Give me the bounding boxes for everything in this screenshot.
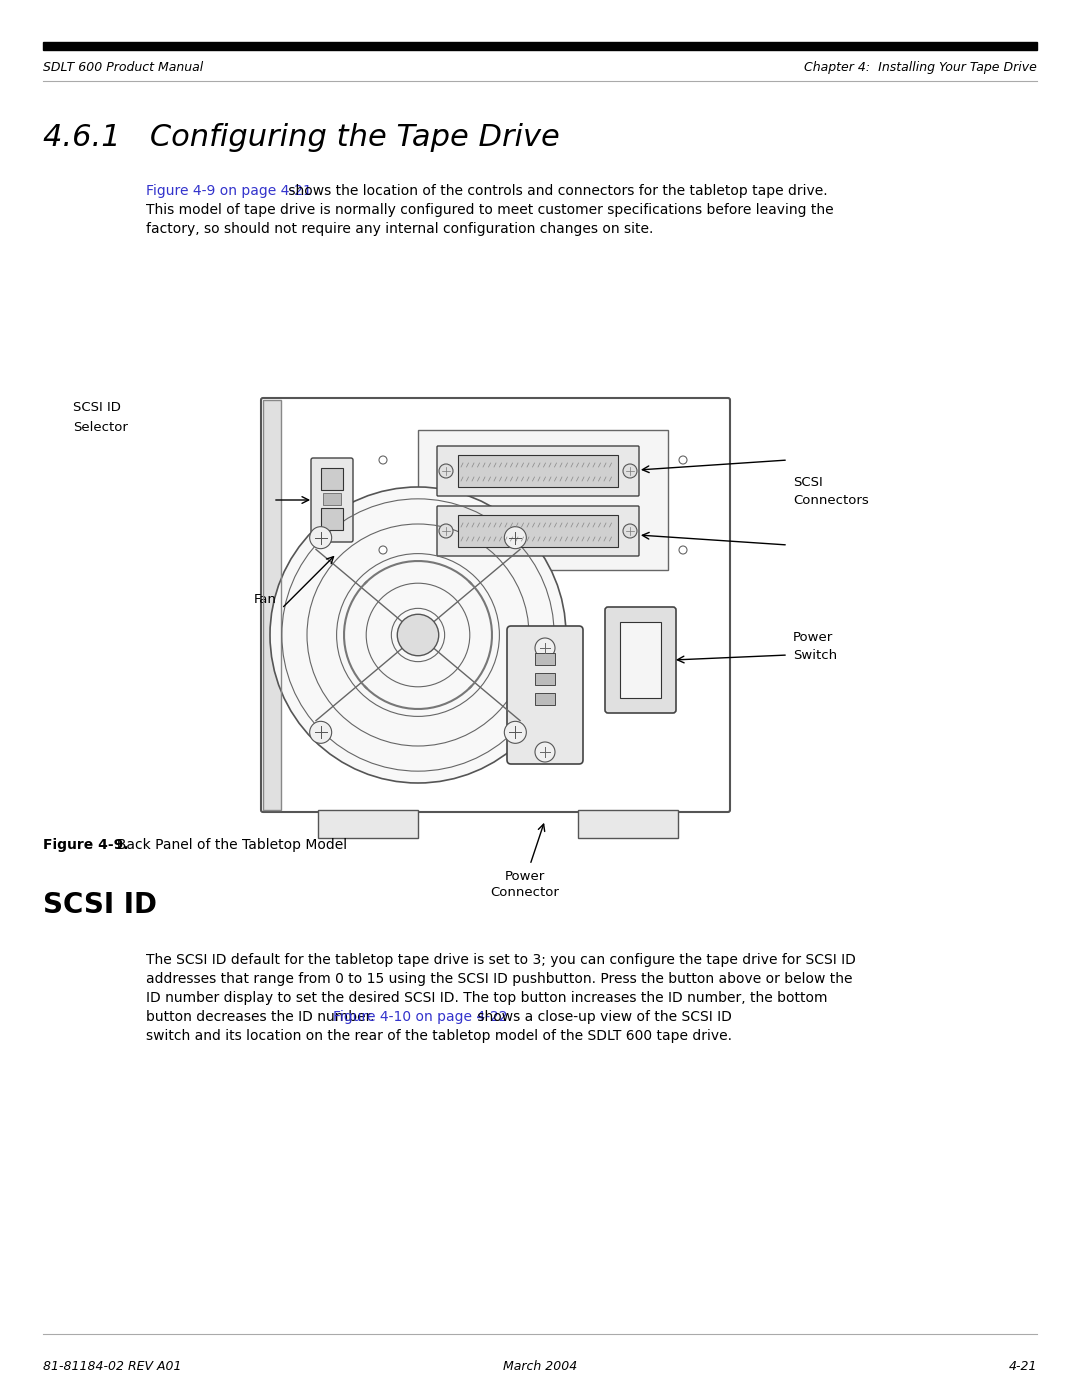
Bar [418,430,669,570]
Circle shape [679,455,687,464]
Text: Fan: Fan [254,592,276,606]
FancyBboxPatch shape [605,608,676,712]
Bar [620,622,661,698]
Text: shows the location of the controls and connectors for the tabletop tape drive.: shows the location of the controls and c… [284,184,827,198]
Circle shape [438,464,453,478]
Circle shape [270,488,566,782]
Bar [458,455,618,488]
Text: 81-81184-02 REV A01: 81-81184-02 REV A01 [43,1359,181,1373]
Bar [318,810,418,838]
Bar [578,810,678,838]
Circle shape [379,455,387,464]
Circle shape [379,546,387,555]
Circle shape [438,524,453,538]
Bar [535,693,555,705]
Text: 4.6.1   Configuring the Tape Drive: 4.6.1 Configuring the Tape Drive [43,123,559,152]
Circle shape [623,524,637,538]
Text: Switch: Switch [793,650,837,662]
Text: Power: Power [504,870,545,883]
Text: Figure 4-9 on page 4-21: Figure 4-9 on page 4-21 [146,184,312,198]
Circle shape [504,527,526,549]
Text: SDLT 600 Product Manual: SDLT 600 Product Manual [43,60,203,74]
Text: SCSI: SCSI [793,475,823,489]
Text: Connectors: Connectors [793,493,868,507]
Circle shape [504,721,526,743]
Text: This model of tape drive is normally configured to meet customer specifications : This model of tape drive is normally con… [146,204,834,218]
Circle shape [310,527,332,549]
Text: 4-21: 4-21 [1009,1359,1037,1373]
Text: SCSI ID: SCSI ID [43,891,158,919]
Bar [323,493,341,504]
Circle shape [679,546,687,555]
Text: Chapter 4:  Installing Your Tape Drive: Chapter 4: Installing Your Tape Drive [804,60,1037,74]
Text: The SCSI ID default for the tabletop tape drive is set to 3; you can configure t: The SCSI ID default for the tabletop tap… [146,953,855,967]
Circle shape [535,638,555,658]
Text: Figure 4-10 on page 4-22: Figure 4-10 on page 4-22 [333,1010,508,1024]
Text: addresses that range from 0 to 15 using the SCSI ID pushbutton. Press the button: addresses that range from 0 to 15 using … [146,972,852,986]
Bar [458,515,618,548]
Text: SCSI ID: SCSI ID [73,401,121,414]
Text: factory, so should not require any internal configuration changes on site.: factory, so should not require any inter… [146,222,653,236]
Text: Figure 4-9.: Figure 4-9. [43,838,129,852]
Bar [43,42,1037,50]
Circle shape [397,615,438,655]
Circle shape [535,742,555,761]
FancyBboxPatch shape [437,506,639,556]
Text: ID number display to set the desired SCSI ID. The top button increases the ID nu: ID number display to set the desired SCS… [146,990,827,1004]
Text: button decreases the ID number.: button decreases the ID number. [146,1010,379,1024]
FancyBboxPatch shape [311,458,353,542]
Circle shape [310,721,332,743]
Bar [321,509,343,529]
Text: Power: Power [793,631,834,644]
Circle shape [623,464,637,478]
Text: Selector: Selector [73,422,129,434]
FancyBboxPatch shape [261,398,730,812]
Bar [264,400,281,810]
Text: shows a close-up view of the SCSI ID: shows a close-up view of the SCSI ID [473,1010,732,1024]
Text: Back Panel of the Tabletop Model: Back Panel of the Tabletop Model [108,838,348,852]
Bar [535,673,555,685]
Text: switch and its location on the rear of the tabletop model of the SDLT 600 tape d: switch and its location on the rear of t… [146,1028,732,1042]
Text: Connector: Connector [490,886,559,900]
Bar [321,468,343,490]
Bar [264,400,281,810]
Text: March 2004: March 2004 [503,1359,577,1373]
FancyBboxPatch shape [507,626,583,764]
Bar [535,652,555,665]
FancyBboxPatch shape [437,446,639,496]
